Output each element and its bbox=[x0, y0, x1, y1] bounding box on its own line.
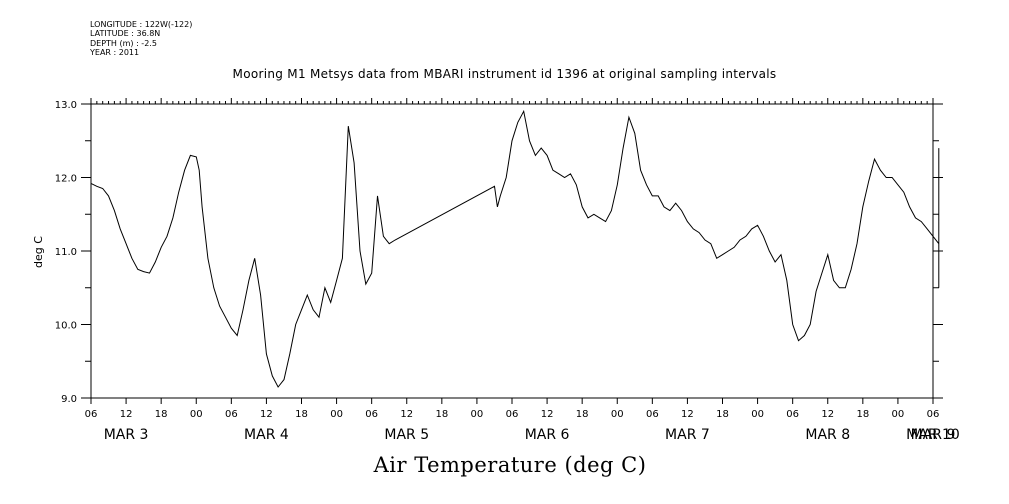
x-tick-label: 06 bbox=[85, 409, 98, 420]
x-tick-label: 12 bbox=[400, 409, 413, 420]
x-tick-label: 18 bbox=[435, 409, 448, 420]
plot-frame bbox=[90, 103, 934, 399]
x-tick-label: 00 bbox=[330, 409, 343, 420]
x-tick-label: 12 bbox=[260, 409, 273, 420]
metadata-block: LONGITUDE : 122W(-122) LATITUDE : 36.8N … bbox=[90, 20, 192, 58]
longitude-text: LONGITUDE : 122W(-122) bbox=[90, 20, 193, 29]
x-axis: 06 12 18 00 06 12 18 00 06 12 18 00 06 12 18 00 06 12 18 00… bbox=[85, 98, 960, 443]
x-day-label: MAR 3 bbox=[104, 427, 149, 443]
x-day-label: MAR 9 bbox=[911, 427, 956, 443]
x-tick-label: 06 bbox=[225, 409, 238, 420]
x-tick-label: 18 bbox=[716, 409, 729, 420]
x-day-label: MAR 4 bbox=[244, 427, 289, 443]
x-tick-label: 06 bbox=[506, 409, 519, 420]
y-tick-label: 12.0 bbox=[55, 174, 77, 185]
x-day-label: MAR 5 bbox=[384, 427, 429, 443]
y-tick-label: 13.0 bbox=[55, 100, 77, 111]
x-day-label: MAR 6 bbox=[525, 427, 570, 443]
x-day-label: MAR 8 bbox=[805, 427, 850, 443]
latitude-text: LATITUDE : 36.8N bbox=[90, 29, 161, 39]
x-day-label: MAR 7 bbox=[665, 427, 710, 443]
y-tick-label: 11.0 bbox=[55, 247, 77, 258]
x-tick-label: 18 bbox=[155, 409, 168, 420]
x-tick-label: 12 bbox=[681, 409, 694, 420]
x-day-label: MAR 10 bbox=[906, 427, 960, 443]
series-line bbox=[90, 109, 940, 388]
y-tick-label: 9.0 bbox=[61, 394, 77, 405]
x-tick-label: 06 bbox=[927, 409, 940, 420]
depth-text: DEPTH (m) : -2.5 bbox=[90, 38, 157, 48]
x-tick-label: 06 bbox=[646, 409, 659, 420]
x-tick-label: 12 bbox=[541, 409, 554, 420]
x-tick-label: 18 bbox=[576, 409, 589, 420]
x-axis-title: Air Temperature (deg C) bbox=[373, 453, 647, 477]
x-tick-label: 06 bbox=[786, 409, 799, 420]
x-tick-label: 18 bbox=[856, 409, 869, 420]
x-tick-label: 00 bbox=[611, 409, 624, 420]
x-tick-label: 12 bbox=[821, 409, 834, 420]
year-text: YEAR : 2011 bbox=[90, 48, 140, 58]
x-tick-label: 12 bbox=[120, 409, 133, 420]
x-tick-label: 00 bbox=[190, 409, 203, 420]
x-tick-label: 18 bbox=[295, 409, 308, 420]
y-axis: 9.0 10.0 11.0 12.0 13.0 bbox=[55, 100, 943, 405]
x-tick-label: 00 bbox=[471, 409, 484, 420]
x-tick-label: 06 bbox=[365, 409, 378, 420]
chart-title: Mooring M1 Metsys data from MBARI instru… bbox=[232, 67, 777, 81]
x-tick-label: 00 bbox=[892, 409, 905, 420]
y-axis-label: deg C bbox=[32, 236, 45, 268]
y-tick-label: 10.0 bbox=[55, 321, 77, 332]
x-tick-label: 00 bbox=[751, 409, 764, 420]
